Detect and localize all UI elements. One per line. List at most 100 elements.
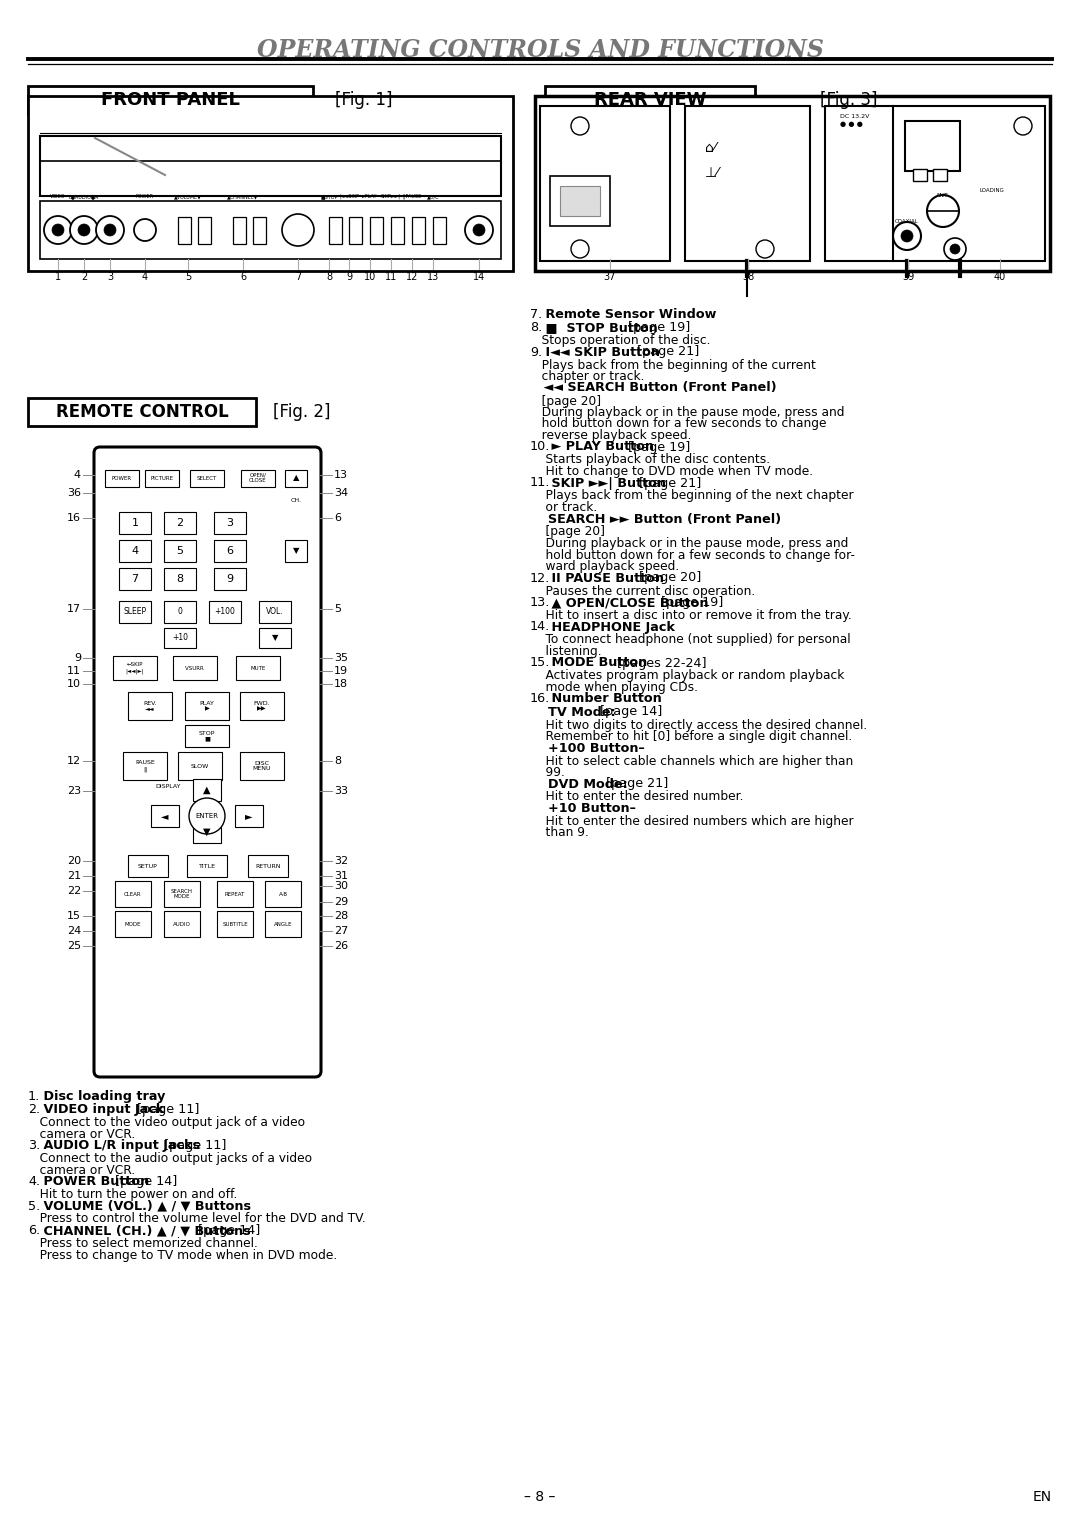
Bar [178, 752, 222, 780]
Text: 8: 8 [176, 574, 184, 584]
Text: [Fig. 1]: [Fig. 1] [335, 92, 392, 108]
Text: ⌂⁄: ⌂⁄ [705, 140, 716, 156]
Text: ◄◄ SEARCH Button (Front Panel): ◄◄ SEARCH Button (Front Panel) [530, 382, 777, 395]
Text: 8.: 8. [530, 320, 542, 334]
Bar [285, 470, 307, 487]
Text: V.SURR: V.SURR [185, 665, 205, 670]
Circle shape [927, 195, 959, 227]
Bar [119, 601, 151, 623]
Text: 26: 26 [334, 942, 348, 951]
Bar [253, 217, 266, 244]
Text: 13: 13 [427, 272, 440, 282]
Text: Hit to insert a disc into or remove it from the tray.: Hit to insert a disc into or remove it f… [530, 609, 852, 623]
Text: – 8 –: – 8 – [524, 1489, 556, 1505]
Text: 8: 8 [326, 272, 332, 282]
Text: 1.: 1. [28, 1090, 40, 1103]
Text: or track.: or track. [530, 501, 597, 514]
Text: PICTURE: PICTURE [150, 476, 174, 481]
Text: 1: 1 [132, 517, 138, 528]
Text: +100: +100 [215, 607, 235, 617]
Text: camera or VCR.: camera or VCR. [28, 1163, 135, 1177]
Text: 16.: 16. [530, 693, 550, 705]
Text: [page 19]: [page 19] [624, 320, 690, 334]
Text: 25: 25 [67, 942, 81, 951]
Text: Hit to change to DVD mode when TV mode.: Hit to change to DVD mode when TV mode. [530, 465, 813, 478]
Text: 6: 6 [334, 513, 341, 523]
Text: ►PLAY: ►PLAY [362, 194, 378, 198]
Bar [265, 911, 301, 937]
Text: 4: 4 [132, 546, 138, 555]
Text: 5.: 5. [28, 1199, 40, 1213]
Text: +100 Button–: +100 Button– [530, 742, 645, 754]
Bar [545, 85, 755, 114]
Circle shape [571, 118, 589, 134]
Text: ▼: ▼ [293, 546, 299, 555]
Text: [Fig. 2]: [Fig. 2] [273, 403, 330, 421]
Bar [349, 217, 362, 244]
Text: 9: 9 [227, 574, 233, 584]
Text: Number Button: Number Button [546, 693, 661, 705]
Bar [190, 470, 224, 487]
Text: ▲VOLUME▼: ▲VOLUME▼ [174, 194, 202, 198]
Text: During playback or in the pause mode, press and: During playback or in the pause mode, pr… [530, 537, 849, 549]
Text: MUTE: MUTE [251, 665, 266, 670]
Bar [217, 911, 253, 937]
Text: CHANNEL (CH.) ▲ / ▼ Buttons: CHANNEL (CH.) ▲ / ▼ Buttons [39, 1224, 251, 1238]
Text: ANGLE: ANGLE [273, 922, 293, 926]
Text: VIDEO input Jack: VIDEO input Jack [39, 1103, 164, 1116]
Text: SETUP: SETUP [138, 864, 158, 868]
Text: REV.
◄◄: REV. ◄◄ [144, 700, 157, 711]
Text: VOL.: VOL. [266, 607, 284, 617]
Text: [page 19]: [page 19] [657, 597, 724, 609]
Bar [235, 806, 264, 827]
Bar [193, 778, 221, 801]
Bar [685, 105, 810, 261]
Text: SLEEP: SLEEP [123, 607, 147, 617]
Text: ■STOP: ■STOP [321, 194, 338, 198]
Text: [page 19]: [page 19] [624, 441, 690, 453]
Bar [233, 217, 246, 244]
Bar [214, 513, 246, 534]
Text: 5: 5 [334, 604, 341, 613]
Circle shape [52, 224, 64, 237]
Text: 37: 37 [604, 272, 617, 282]
Text: |◄◄SKIP: |◄◄SKIP [339, 194, 359, 198]
Text: REPEAT: REPEAT [225, 891, 245, 896]
Text: 2: 2 [81, 272, 87, 282]
Bar [285, 540, 307, 562]
Text: [page 21]: [page 21] [635, 476, 701, 490]
Text: 13: 13 [334, 470, 348, 481]
Circle shape [893, 221, 921, 250]
Text: 10: 10 [67, 679, 81, 690]
Text: 1: 1 [55, 272, 62, 282]
Bar [114, 881, 151, 906]
Text: ►: ► [245, 810, 253, 821]
Circle shape [70, 217, 98, 244]
Text: II PAUSE Button: II PAUSE Button [546, 572, 663, 584]
Circle shape [134, 220, 156, 241]
Bar [391, 217, 404, 244]
Text: CH.: CH. [291, 497, 301, 504]
Text: TV Mode:: TV Mode: [530, 705, 616, 719]
Bar [40, 136, 501, 195]
Text: [page 20]: [page 20] [530, 525, 605, 539]
Text: 13.: 13. [530, 597, 551, 609]
Text: Disc loading tray: Disc loading tray [39, 1090, 165, 1103]
Bar [173, 656, 217, 681]
Bar [913, 169, 927, 182]
Bar [178, 217, 191, 244]
Text: 9: 9 [346, 272, 352, 282]
Text: Starts playback of the disc contents.: Starts playback of the disc contents. [530, 453, 770, 467]
Text: Remote Sensor Window: Remote Sensor Window [541, 308, 716, 320]
Text: 12: 12 [67, 755, 81, 766]
Bar [164, 513, 195, 534]
Text: SEARCH
MODE: SEARCH MODE [171, 888, 193, 899]
Text: EN: EN [1032, 1489, 1052, 1505]
Text: 6: 6 [240, 272, 246, 282]
Text: 14: 14 [473, 272, 485, 282]
Text: Press to control the volume level for the DVD and TV.: Press to control the volume level for th… [28, 1213, 366, 1225]
Circle shape [282, 214, 314, 246]
Circle shape [756, 240, 774, 258]
Bar [825, 105, 1045, 261]
Text: [page 14]: [page 14] [193, 1224, 260, 1238]
